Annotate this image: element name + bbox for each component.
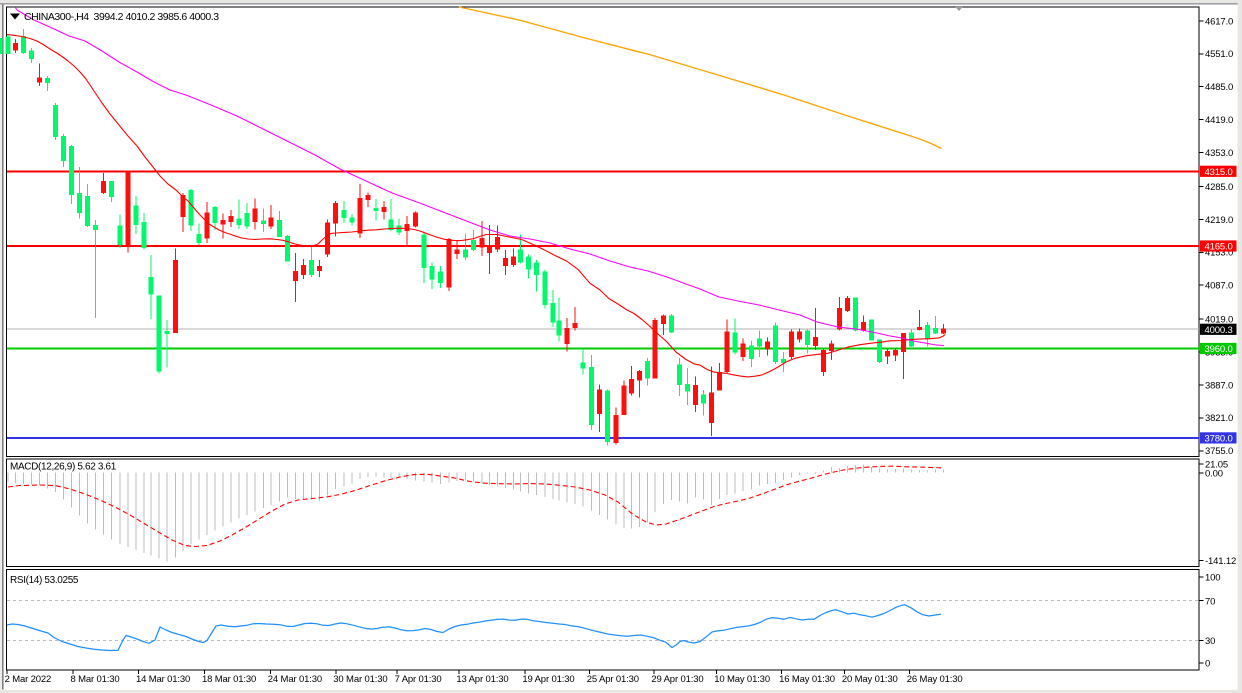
svg-text:16 May 01:30: 16 May 01:30 — [779, 674, 835, 685]
svg-text:0: 0 — [1205, 658, 1210, 669]
svg-text:4000.3: 4000.3 — [1205, 325, 1233, 336]
svg-text:4019.0: 4019.0 — [1205, 315, 1233, 326]
svg-text:7 Apr 01:30: 7 Apr 01:30 — [395, 674, 442, 685]
svg-text:RSI(14) 53.0255: RSI(14) 53.0255 — [10, 575, 79, 586]
svg-text:25 Apr 01:30: 25 Apr 01:30 — [587, 674, 639, 685]
svg-text:4219.0: 4219.0 — [1205, 215, 1233, 226]
svg-text:26 May 01:30: 26 May 01:30 — [907, 674, 963, 685]
svg-text:10 May 01:30: 10 May 01:30 — [714, 674, 770, 685]
svg-text:3780.0: 3780.0 — [1205, 434, 1233, 445]
svg-text:-141.12: -141.12 — [1205, 556, 1236, 567]
svg-text:4285.0: 4285.0 — [1205, 182, 1233, 193]
svg-text:4315.0: 4315.0 — [1205, 167, 1233, 178]
svg-text:19 Apr 01:30: 19 Apr 01:30 — [522, 674, 574, 685]
svg-text:8 Mar 01:30: 8 Mar 01:30 — [71, 674, 120, 685]
svg-text:3821.0: 3821.0 — [1205, 413, 1233, 424]
svg-text:21.05: 21.05 — [1205, 459, 1228, 470]
svg-text:24 Mar 01:30: 24 Mar 01:30 — [268, 674, 322, 685]
svg-text:CHINA300-,H4 3994.2 4010.2 39: CHINA300-,H4 3994.2 4010.2 3985.6 4000.3 — [24, 11, 219, 23]
svg-text:4485.0: 4485.0 — [1205, 82, 1233, 93]
svg-text:20 May 01:30: 20 May 01:30 — [842, 674, 898, 685]
svg-text:3887.0: 3887.0 — [1205, 380, 1233, 391]
svg-text:30 Mar 01:30: 30 Mar 01:30 — [333, 674, 387, 685]
svg-text:18 Mar 01:30: 18 Mar 01:30 — [202, 674, 256, 685]
svg-text:4087.0: 4087.0 — [1205, 281, 1233, 292]
svg-text:4165.0: 4165.0 — [1205, 242, 1233, 253]
svg-text:13 Apr 01:30: 13 Apr 01:30 — [456, 674, 508, 685]
svg-text:29 Apr 01:30: 29 Apr 01:30 — [651, 674, 703, 685]
svg-text:4551.0: 4551.0 — [1205, 49, 1233, 60]
svg-text:2 Mar 2022: 2 Mar 2022 — [5, 674, 52, 685]
svg-text:100: 100 — [1205, 572, 1220, 583]
svg-text:3755.0: 3755.0 — [1205, 446, 1233, 457]
svg-text:4153.0: 4153.0 — [1205, 248, 1233, 259]
svg-text:4353.0: 4353.0 — [1205, 148, 1233, 159]
svg-text:4617.0: 4617.0 — [1205, 16, 1233, 27]
svg-text:14 Mar 01:30: 14 Mar 01:30 — [136, 674, 190, 685]
svg-text:70: 70 — [1205, 596, 1215, 607]
svg-text:MACD(12,26,9) 5.62 3.61: MACD(12,26,9) 5.62 3.61 — [10, 462, 117, 473]
svg-text:4419.0: 4419.0 — [1205, 115, 1233, 126]
svg-text:3960.0: 3960.0 — [1205, 344, 1233, 355]
svg-text:30: 30 — [1205, 636, 1215, 647]
svg-text:0.00: 0.00 — [1205, 468, 1223, 479]
